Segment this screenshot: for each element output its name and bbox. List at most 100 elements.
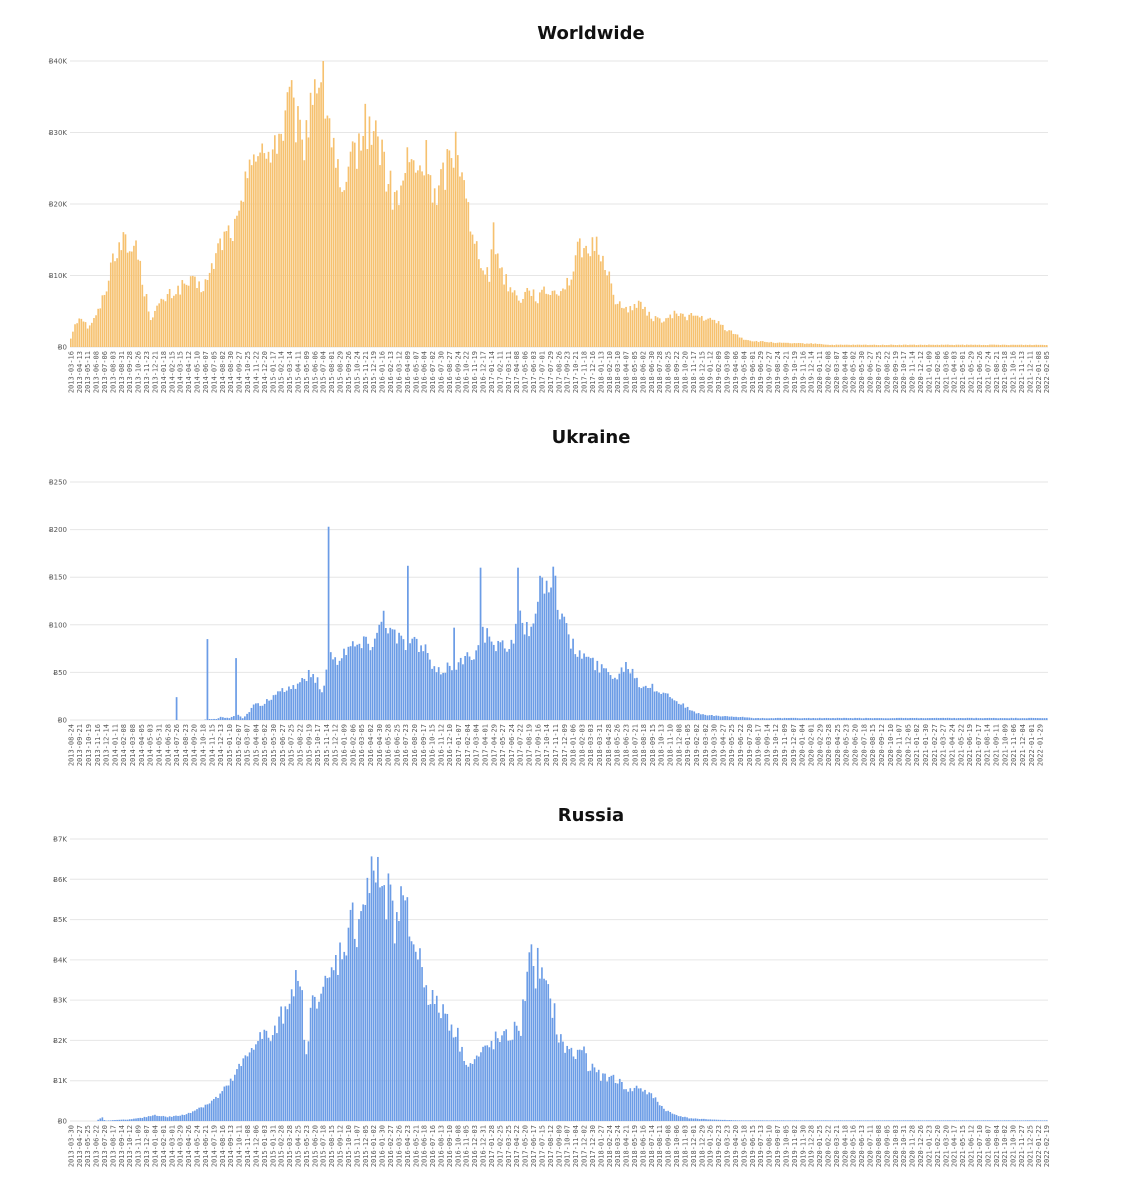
bar (862, 1120, 865, 1121)
bar (539, 978, 541, 1121)
x-tick-label: 2021-09-04 (993, 1125, 1001, 1167)
bar (966, 717, 969, 720)
x-tick-label: 2018-07-28 (656, 351, 664, 393)
bar (97, 1119, 99, 1121)
x-tick-label: 2022-02-19 (1043, 1125, 1051, 1167)
bar (480, 1052, 482, 1121)
x-tick-label: 2019-10-05 (782, 1125, 790, 1167)
bar (88, 325, 91, 347)
x-tick-label: 2020-05-16 (850, 1125, 858, 1167)
bar (1043, 718, 1046, 720)
bar (213, 718, 215, 720)
bar (675, 313, 678, 347)
bar (850, 344, 852, 347)
bar (858, 344, 861, 347)
x-tick-label: 2018-02-24 (606, 1125, 614, 1167)
bar (934, 1120, 937, 1121)
bar (438, 1012, 440, 1121)
bar (528, 636, 530, 720)
bar (389, 884, 392, 1121)
x-tick-label: 2014-02-08 (120, 724, 128, 766)
y-tick-label: Ƀ2K (53, 1037, 67, 1045)
x-tick-label: 2016-05-07 (412, 351, 420, 393)
bar (831, 1120, 834, 1121)
bar (202, 291, 205, 347)
bar (581, 257, 583, 347)
bar (475, 1055, 478, 1121)
x-tick-label: 2017-03-25 (505, 1125, 513, 1167)
x-tick-label: 2015-08-22 (296, 724, 304, 766)
x-tick-label: 2017-11-04 (572, 1125, 580, 1167)
bar (574, 255, 577, 347)
bar (869, 1120, 871, 1121)
x-tick-label: 2015-12-12 (332, 724, 340, 766)
x-tick-label: 2019-12-28 (808, 1125, 816, 1167)
bar (852, 1120, 855, 1121)
bar (311, 995, 314, 1121)
bar (1012, 718, 1015, 720)
bar (175, 1115, 177, 1121)
bar (744, 717, 746, 720)
bar (263, 703, 266, 720)
bar (156, 305, 158, 347)
bar (944, 344, 947, 347)
bar (250, 165, 253, 347)
x-tick-label: 2014-01-11 (111, 724, 119, 766)
bar (733, 716, 735, 720)
bar (221, 717, 224, 720)
bar (492, 222, 495, 347)
bar (268, 700, 270, 720)
bar (757, 718, 759, 720)
x-tick-label: 2019-08-10 (766, 1125, 774, 1167)
bar (962, 718, 964, 720)
x-tick-label: 2013-03-16 (67, 351, 75, 393)
bar (808, 343, 810, 347)
bar (650, 318, 653, 347)
bar (822, 1120, 825, 1121)
bar (812, 1120, 815, 1121)
x-tick-label: 2014-03-01 (168, 1125, 176, 1167)
bar (107, 1120, 110, 1121)
x-tick-label: 2019-06-01 (749, 351, 757, 393)
x-tick-label: 2019-04-27 (719, 724, 727, 766)
chart-title: Russia (557, 805, 625, 826)
bar (724, 716, 726, 720)
bar (561, 613, 563, 720)
x-tick-label: 2019-08-24 (774, 351, 782, 393)
bar (951, 344, 953, 347)
bar (650, 1093, 653, 1121)
x-tick-label: 2021-03-20 (942, 1125, 950, 1167)
x-tick-label: 2014-05-10 (194, 351, 202, 393)
bar (396, 643, 398, 720)
x-tick-label: 2018-11-03 (681, 1125, 689, 1167)
bar (419, 165, 421, 347)
bar (367, 643, 370, 720)
bar (1020, 1120, 1023, 1121)
bar (453, 627, 455, 720)
x-tick-label: 2020-07-25 (875, 351, 883, 393)
x-tick-label: 2020-02-29 (816, 724, 824, 766)
bar (450, 1024, 453, 1121)
bar (371, 646, 374, 720)
bar (282, 1023, 285, 1121)
bar (745, 1120, 747, 1121)
bar (755, 340, 758, 347)
bar (877, 345, 880, 347)
bar (698, 1119, 701, 1121)
x-tick-label: 2015-10-17 (314, 724, 322, 766)
bar (326, 115, 329, 347)
x-tick-label: 2015-02-28 (278, 1125, 286, 1167)
bar (237, 714, 240, 720)
x-tick-label: 2017-09-16 (534, 724, 542, 766)
bar (228, 718, 231, 720)
bar (885, 718, 887, 720)
bar (354, 646, 356, 720)
bar (783, 717, 786, 720)
bar (130, 251, 133, 347)
bar (425, 140, 428, 347)
bar (890, 1120, 892, 1121)
bar (686, 706, 689, 720)
bar (440, 1018, 442, 1121)
bar (356, 644, 359, 720)
y-tick-label: Ƀ150 (49, 574, 67, 582)
